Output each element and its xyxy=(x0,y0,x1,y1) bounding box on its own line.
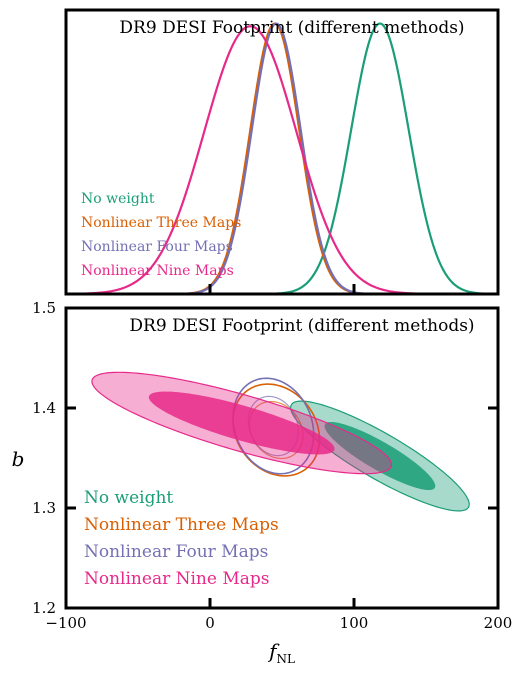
top-legend: No weight Nonlinear Three Maps Nonlinear F… xyxy=(81,191,241,279)
top-panel-frame xyxy=(64,8,500,296)
top-legend-nonlinear-three-maps: Nonlinear Three Maps xyxy=(81,215,241,231)
legend-nonlinear-four-maps: Nonlinear Four Maps xyxy=(84,542,268,562)
bottom-contours xyxy=(91,371,470,512)
bottom-legend: No weight Nonlinear Three Maps Nonlinear F… xyxy=(84,488,279,589)
x-tick-label-2: 100 xyxy=(340,614,369,632)
contour-inner-nonlinear-nine-maps xyxy=(148,391,335,455)
y-tick-label-2: 1.4 xyxy=(32,399,56,417)
bottom-ticks: −100 0 100 200 1.2 1.3 1.4 1.5 xyxy=(32,299,512,632)
top-panel-title: DR9 DESI Footprint (different methods) xyxy=(119,18,464,38)
top-legend-no-weight: No weight xyxy=(81,191,155,207)
bottom-panel: −100 0 100 200 1.2 1.3 1.4 1.5 DR9 DESI Footpri… xyxy=(12,299,513,666)
curve-nonlinear-three-maps xyxy=(66,22,498,294)
x-tick-label-1: 0 xyxy=(205,614,215,632)
top-panel: DR9 DESI Footprint (different methods) N… xyxy=(64,8,500,296)
y-tick-label-3: 1.5 xyxy=(32,299,56,317)
legend-nonlinear-nine-maps: Nonlinear Nine Maps xyxy=(84,569,269,589)
y-tick-label-0: 1.2 xyxy=(32,599,56,617)
curve-nonlinear-four-maps xyxy=(66,22,498,294)
y-tick-label-1: 1.3 xyxy=(32,499,56,517)
top-legend-nonlinear-nine-maps: Nonlinear Nine Maps xyxy=(81,263,234,279)
x-tick-label-3: 200 xyxy=(484,614,513,632)
bottom-panel-frame xyxy=(64,306,500,610)
x-axis-label: fNL xyxy=(267,639,295,666)
y-axis-label: b xyxy=(12,447,25,471)
contour-inner-no-weight xyxy=(324,421,436,491)
bottom-panel-title: DR9 DESI Footprint (different methods) xyxy=(129,316,474,336)
legend-nonlinear-three-maps: Nonlinear Three Maps xyxy=(84,515,279,535)
top-ticks xyxy=(64,284,500,294)
x-tick-label-0: −100 xyxy=(45,614,86,632)
top-legend-nonlinear-four-maps: Nonlinear Four Maps xyxy=(81,239,233,255)
legend-no-weight: No weight xyxy=(84,488,173,508)
